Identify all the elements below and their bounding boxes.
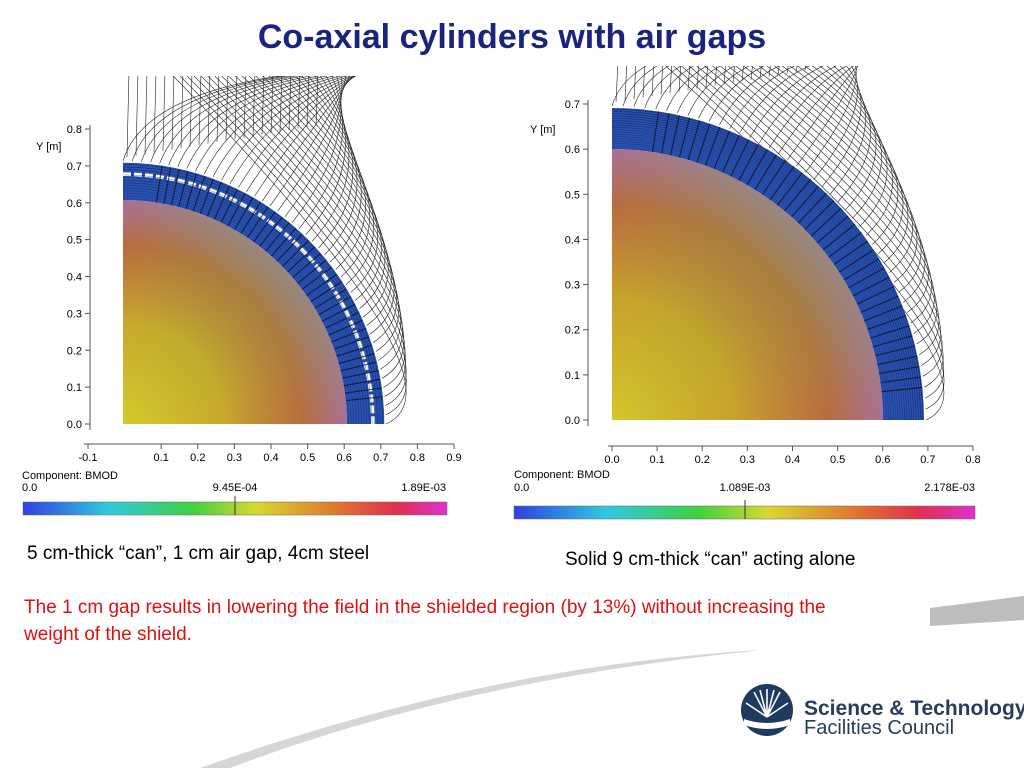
x-tick-label: 0.5	[300, 452, 315, 464]
colorbar-component-right: Component: BMOD	[514, 469, 610, 481]
air-gap-left	[122, 172, 375, 425]
x-tick-label: 0.3	[227, 452, 242, 464]
y-tick-label: 0.5	[565, 189, 580, 201]
left-field-plot: -0.1 0.1 0.2 0.3 0.4 0.5 0.6 0.7 0.8 0.9 0.0 0.1 0.2…	[20, 76, 470, 520]
y-tick-label: 0.6	[67, 198, 82, 210]
x-tick-label: 0.2	[190, 452, 205, 464]
colorbar-min-left: 0.0	[22, 482, 37, 494]
x-tick-label: 0.6	[337, 452, 352, 464]
slide-title: Co-axial cylinders with air gaps	[257, 18, 767, 56]
y-tick-label: 0.0	[67, 419, 82, 431]
y-tick-label: 0.2	[67, 345, 82, 357]
shell-contours-right	[611, 108, 924, 421]
x-tick-label: 0.5	[830, 454, 845, 466]
x-tick-label: -0.1	[79, 452, 98, 464]
caption-right: Solid 9 cm-thick “can” acting alone	[565, 549, 856, 570]
y-tick-label: 0.3	[565, 280, 580, 292]
caption-left: 5 cm-thick “can”, 1 cm air gap, 4cm stee…	[27, 543, 370, 564]
y-tick-label: 0.7	[67, 161, 82, 173]
y-axis-label-right: Y [m]	[530, 124, 555, 136]
x-tick-label: 0.4	[785, 454, 800, 466]
outer-shell-right	[612, 108, 924, 420]
y-tick-label: 0.3	[67, 308, 82, 320]
left-plot-svg: -0.1 0.1 0.2 0.3 0.4 0.5 0.6 0.7 0.8 0.9 0.0 0.1 0.2…	[22, 76, 462, 516]
x-tick-label: 0.9	[446, 452, 461, 464]
field-lines-right	[612, 66, 945, 420]
axes-right: 0.0 0.1 0.2 0.3 0.4 0.5 0.6 0.7 0.8 0.0 0.1 0.2 0.3 0…	[565, 99, 981, 466]
colorbar-mid-right: 1.089E-03	[720, 482, 771, 494]
y-tick-label: 0.1	[67, 382, 82, 394]
x-tick-label: 0.0	[604, 454, 619, 466]
y-tick-label: 0.5	[67, 235, 82, 247]
x-tick-label: 0.7	[920, 454, 935, 466]
right-field-plot: 0.0 0.1 0.2 0.3 0.4 0.5 0.6 0.7 0.8 0.0 0.1 0.2 0.3 0…	[512, 66, 992, 524]
y-tick-label: 0.2	[565, 325, 580, 337]
y-tick-label: 0.8	[67, 124, 82, 136]
x-tick-label: 0.3	[740, 454, 755, 466]
x-tick-label: 0.1	[649, 454, 664, 466]
x-tick-label: 0.2	[695, 454, 710, 466]
shell-contours-left	[122, 164, 383, 425]
y-tick-label: 0.1	[565, 370, 580, 382]
y-tick-label: 0.0	[565, 415, 580, 427]
logo-line2: Facilities Council	[804, 717, 955, 739]
y-tick-label: 0.4	[67, 272, 82, 284]
x-tick-label: 0.8	[410, 452, 425, 464]
x-tick-label: 0.7	[373, 452, 388, 464]
colorbar-max-right: 2.178E-03	[924, 482, 975, 494]
x-tick-label: 0.8	[965, 454, 980, 466]
colorbar-min-right: 0.0	[514, 482, 529, 494]
y-tick-label: 0.4	[565, 234, 580, 246]
stfc-logo: Science & Technology Facilities Council	[740, 683, 1024, 743]
x-tick-label: 0.4	[263, 452, 278, 464]
stfc-logo-emblem	[741, 684, 793, 736]
colorbar-mid-left: 9.45E-04	[213, 482, 258, 494]
x-tick-label: 0.6	[875, 454, 890, 466]
logo-line1: Science & Technology	[804, 697, 1024, 720]
y-tick-label: 0.7	[565, 99, 580, 111]
colorbar-max-left: 1.89E-03	[401, 482, 446, 494]
y-tick-label: 0.6	[565, 144, 580, 156]
x-tick-label: 0.1	[154, 452, 169, 464]
right-plot-svg: 0.0 0.1 0.2 0.3 0.4 0.5 0.6 0.7 0.8 0.0 0.1 0.2 0.3 0…	[513, 66, 981, 520]
y-axis-label-left: Y [m]	[36, 141, 61, 153]
axes-left: -0.1 0.1 0.2 0.3 0.4 0.5 0.6 0.7 0.8 0.9 0.0 0.1 0.2…	[67, 124, 462, 464]
field-lines-left	[123, 76, 407, 424]
colorbar-component-left: Component: BMOD	[22, 470, 118, 482]
conclusion-note: The 1 cm gap results in lowering the fie…	[24, 597, 826, 645]
